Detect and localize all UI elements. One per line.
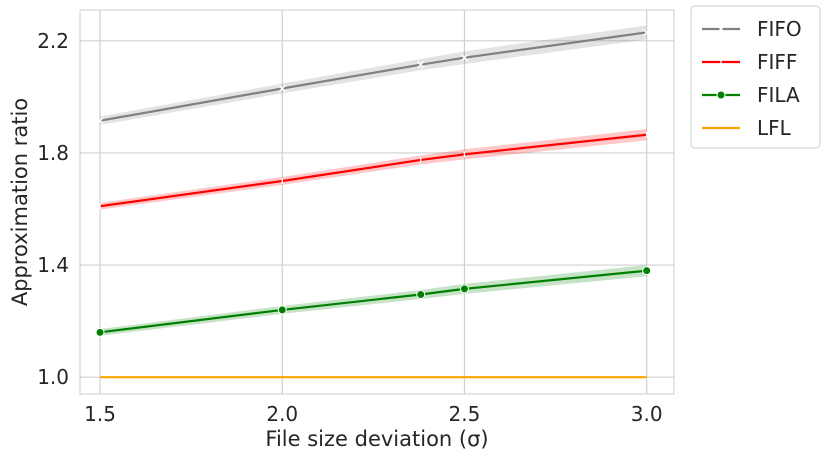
y-tick-label: 1.8 <box>37 141 69 165</box>
series-markers <box>95 28 652 337</box>
data-point <box>459 284 469 294</box>
data-point <box>417 61 425 69</box>
data-point <box>460 54 468 62</box>
x-tick-label: 1.5 <box>84 402 116 426</box>
y-axis-label: Approximation ratio <box>8 98 32 306</box>
plot-frame <box>79 9 675 395</box>
y-tick-label: 1.0 <box>37 365 69 389</box>
legend-label: FIFF <box>757 50 797 74</box>
legend-label: LFL <box>757 116 792 140</box>
x-tick-label: 3.0 <box>631 402 663 426</box>
legend-marker <box>716 90 726 100</box>
legend-box <box>690 5 821 149</box>
data-point <box>643 28 651 36</box>
y-tick-label: 2.2 <box>37 29 69 53</box>
legend-label: FILA <box>757 83 800 107</box>
x-axis-label: File size deviation (σ) <box>265 427 488 451</box>
data-point <box>278 84 286 92</box>
x-tick-labels: 1.5 2.0 2.5 3.0 <box>84 402 662 426</box>
legend-label: FIFO <box>757 17 802 41</box>
data-point <box>416 289 426 299</box>
legend: FIFO FIFF FILA LFL <box>690 5 821 149</box>
legend-marker <box>717 25 725 33</box>
data-point <box>642 266 652 276</box>
y-tick-label: 1.4 <box>37 253 69 277</box>
y-tick-labels: 1.0 1.4 1.8 2.2 <box>37 29 69 389</box>
x-tick-label: 2.0 <box>266 402 298 426</box>
x-tick-label: 2.5 <box>449 402 481 426</box>
confidence-band <box>100 129 647 210</box>
data-point <box>95 327 105 337</box>
data-point <box>96 117 104 125</box>
data-point <box>277 305 287 315</box>
